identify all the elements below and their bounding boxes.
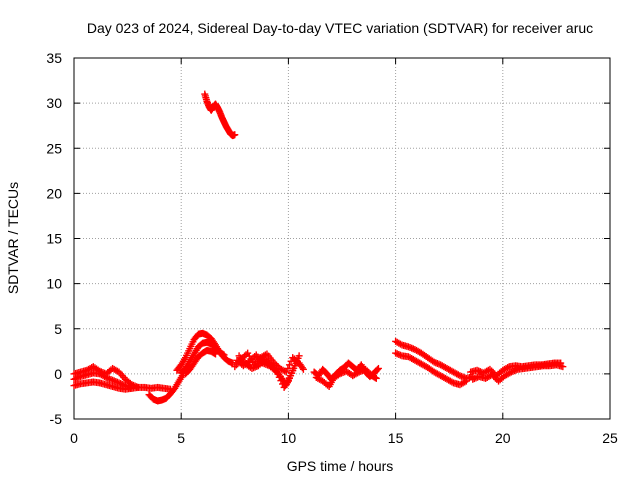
- data-point-marker: [212, 350, 220, 358]
- x-tick-label: 20: [495, 430, 511, 446]
- data-point-marker: [101, 373, 109, 381]
- data-point-marker: [254, 362, 262, 370]
- data-point-marker: [247, 356, 255, 364]
- data-point-marker: [373, 366, 381, 374]
- y-ticks: -5 0 5 10 15 20 25 30 35: [46, 50, 610, 427]
- y-tick-label: 20: [46, 185, 62, 201]
- data-point-marker: [277, 377, 285, 385]
- data-point-marker: [362, 365, 370, 373]
- y-tick-label: 0: [54, 366, 62, 382]
- data-point-marker: [295, 352, 303, 360]
- data-point-marker: [231, 131, 239, 139]
- data-point-marker: [275, 373, 283, 381]
- data-point-marker: [258, 359, 266, 367]
- data-point-marker: [559, 363, 567, 371]
- data-point-marker: [289, 366, 297, 374]
- y-tick-label: -5: [50, 411, 63, 427]
- data-point-marker: [506, 369, 514, 377]
- data-point-marker: [372, 374, 380, 382]
- data-point-marker: [284, 364, 292, 372]
- chart-title: Day 023 of 2024, Sidereal Day-to-day VTE…: [87, 20, 593, 36]
- y-tick-label: 5: [54, 321, 62, 337]
- data-point-marker: [256, 360, 264, 368]
- y-tick-label: 15: [46, 231, 62, 247]
- x-tick-label: 0: [70, 430, 78, 446]
- data-point-marker: [504, 364, 512, 372]
- data-point-marker: [363, 367, 371, 375]
- data-point-marker: [298, 364, 306, 372]
- data-point-marker: [491, 374, 499, 382]
- data-point-marker: [365, 369, 373, 377]
- x-tick-label: 25: [602, 430, 618, 446]
- data-point-marker: [488, 371, 496, 379]
- data-point-marker: [354, 369, 362, 377]
- y-tick-label: 10: [46, 276, 62, 292]
- x-axis-label: GPS time / hours: [287, 458, 394, 474]
- y-tick-label: 25: [46, 140, 62, 156]
- data-point-marker: [246, 357, 254, 365]
- data-point-marker: [274, 370, 282, 378]
- data-point-marker: [462, 377, 470, 385]
- data-point-marker: [282, 368, 290, 376]
- data-point-marker: [285, 361, 293, 369]
- data-point-marker: [448, 378, 456, 386]
- data-point-marker: [299, 365, 307, 373]
- data-point-marker: [266, 359, 274, 367]
- data-point-marker: [454, 371, 462, 379]
- data-points: [70, 90, 567, 405]
- data-point-marker: [220, 351, 228, 359]
- x-ticks: 0 5 10 15 20 25: [70, 58, 618, 446]
- data-point-marker: [374, 364, 382, 372]
- y-tick-label: 35: [46, 50, 62, 66]
- data-point-marker: [249, 354, 257, 362]
- y-tick-label: 30: [46, 95, 62, 111]
- x-tick-label: 10: [281, 430, 297, 446]
- x-tick-label: 5: [177, 430, 185, 446]
- data-point-marker: [490, 372, 498, 380]
- y-axis-label: SDTVAR / TECUs: [5, 182, 21, 294]
- x-tick-label: 15: [388, 430, 404, 446]
- data-point-marker: [486, 365, 494, 373]
- data-point-marker: [461, 378, 469, 386]
- data-point-marker: [242, 351, 250, 359]
- data-point-marker: [283, 379, 291, 387]
- data-point-marker: [396, 340, 404, 348]
